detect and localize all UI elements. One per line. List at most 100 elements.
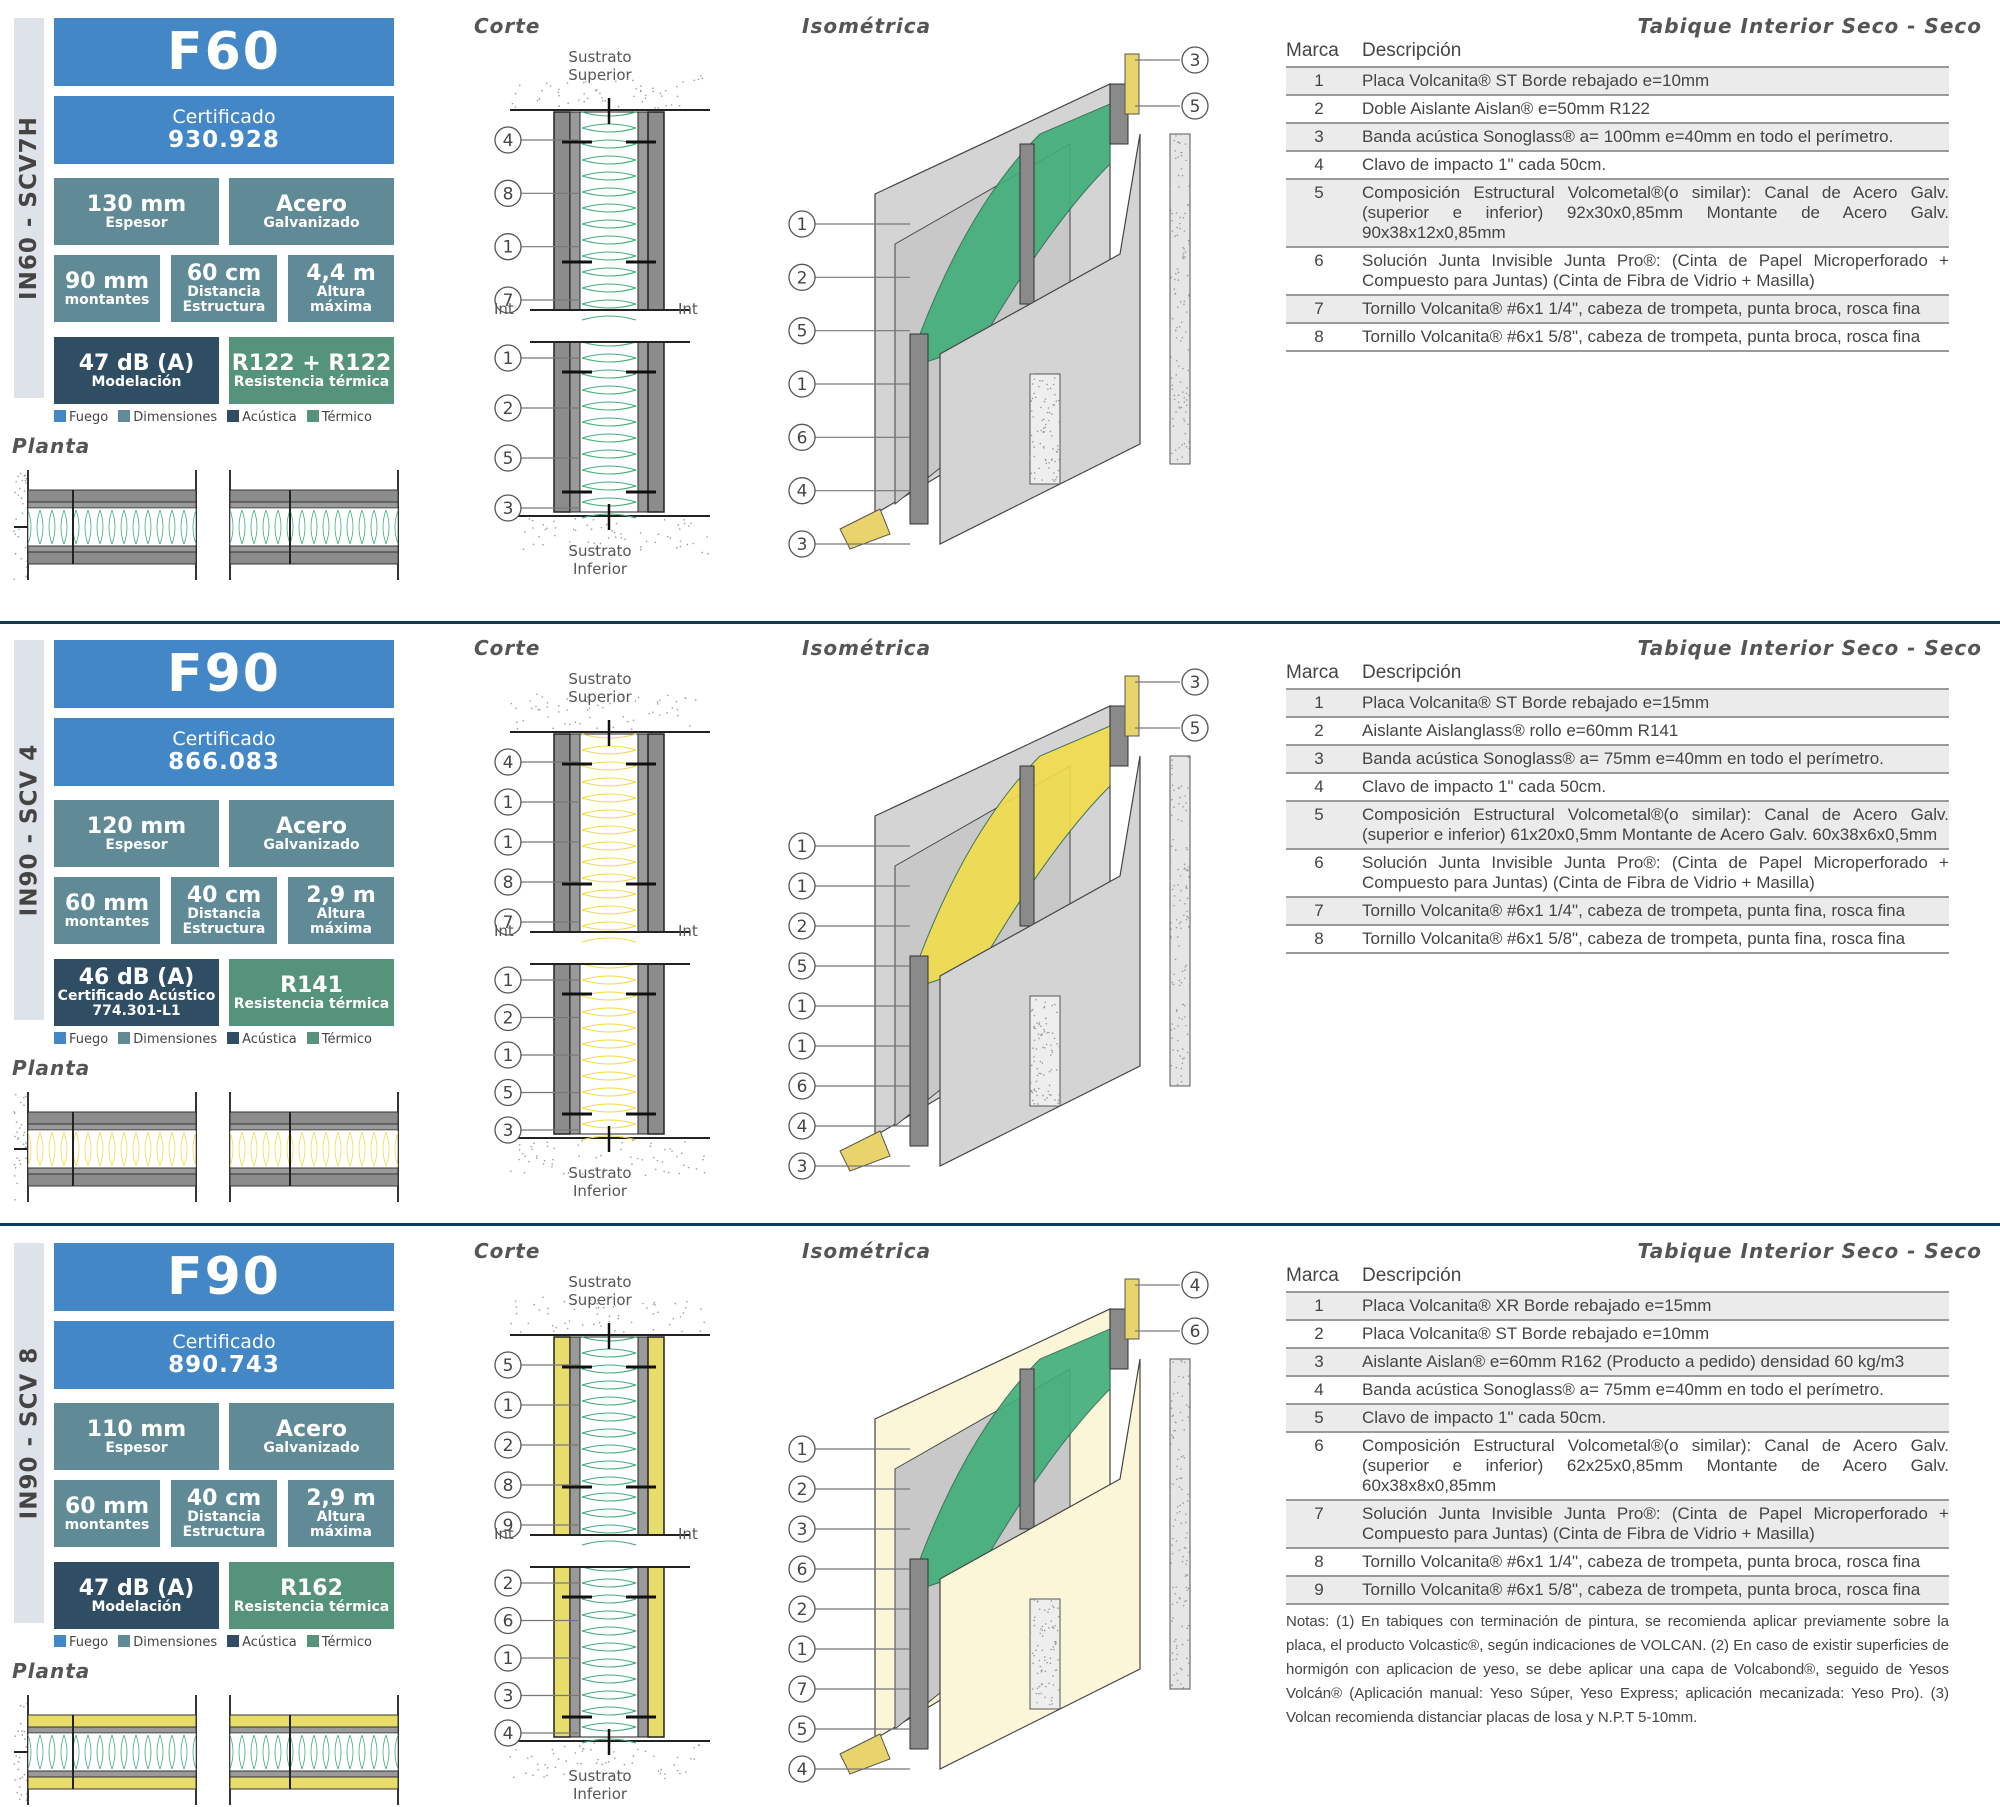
table-row: 4 Clavo de impacto 1" cada 50cm. (1286, 152, 1949, 180)
callout-marker: 4 (495, 1720, 521, 1746)
height-card: 2,9 m Altura máxima (288, 877, 394, 944)
height-value: 4,4 m (306, 262, 376, 285)
callout-marker: 7 (789, 1676, 815, 1702)
planta-title: Planta (12, 1659, 90, 1683)
row-marca: 1 (1286, 71, 1362, 91)
system-code-tab: IN90 - SCV 8 (14, 1243, 44, 1623)
thermal-label: Resistencia térmica (234, 997, 390, 1012)
row-description: Tornillo Volcanita® #6x1 5/8", cabeza de… (1362, 929, 1949, 949)
wall-type-title: Tabique Interior Seco - Seco (1638, 14, 1982, 38)
height-card: 2,9 m Altura máxima (288, 1480, 394, 1547)
table-row: 1 Placa Volcanita® ST Borde rebajado e=10… (1286, 68, 1949, 96)
callout-marker: 5 (1182, 93, 1208, 119)
callout-marker: 1 (495, 234, 521, 260)
spacing-card: 40 cm Distancia Estructura (171, 877, 277, 944)
wall-type-title: Tabique Interior Seco - Seco (1638, 1239, 1982, 1263)
row-marca: 4 (1286, 155, 1362, 175)
spec-table: Marca Descripción 1 Placa Volcanita® XR B… (1286, 1265, 1949, 1605)
svg-text:6: 6 (797, 1077, 808, 1097)
system-code: IN90 - SCV 4 (16, 744, 42, 917)
col-descripcion: Descripción (1362, 662, 1461, 684)
system-code: IN90 - SCV 8 (16, 1347, 42, 1520)
callout-marker: 1 (495, 1645, 521, 1671)
certificate-number: 890.743 (168, 1353, 280, 1377)
category-legend: Fuego Dimensiones Acústica Térmico (54, 1635, 372, 1650)
callout-marker: 1 (495, 1392, 521, 1418)
height-label-2: máxima (310, 922, 372, 937)
studs-card: 90 mm montantes (54, 255, 160, 322)
spacing-label-1: Distancia (187, 907, 260, 922)
callout-marker: 5 (495, 1352, 521, 1378)
table-row: 7 Tornillo Volcanita® #6x1 1/4", cabeza d… (1286, 898, 1949, 926)
row-description: Clavo de impacto 1" cada 50cm. (1362, 1408, 1949, 1428)
row-marca: 7 (1286, 1504, 1362, 1544)
callout-marker: 1 (495, 967, 521, 993)
thermal-label: Resistencia térmica (234, 375, 390, 390)
category-legend: Fuego Dimensiones Acústica Térmico (54, 1032, 372, 1047)
svg-text:6: 6 (1190, 1322, 1201, 1342)
material-card: Acero Galvanizado (229, 178, 394, 245)
svg-text:1: 1 (797, 1037, 808, 1057)
table-row: 3 Aislante Aislan® e=60mm R162 (Producto … (1286, 1349, 1949, 1377)
certificate-card: Certificado 890.743 (54, 1321, 394, 1389)
legend-termico: Térmico (307, 410, 372, 425)
svg-text:1: 1 (503, 238, 514, 258)
spec-table: Marca Descripción 1 Placa Volcanita® ST B… (1286, 40, 1949, 352)
acoustic-card: 47 dB (A) Modelación (54, 1562, 219, 1629)
section-drawing: 4118712153 (470, 702, 730, 1182)
callout-marker: 3 (789, 1516, 815, 1542)
sustrato-inferior-label: Sustrato Inferior (560, 1164, 640, 1200)
height-card: 4,4 m Altura máxima (288, 255, 394, 322)
svg-text:2: 2 (797, 1480, 808, 1500)
svg-text:1: 1 (797, 837, 808, 857)
planta-title: Planta (12, 434, 90, 458)
row-description: Banda acústica Sonoglass® a= 100mm e=40m… (1362, 127, 1949, 147)
svg-text:1: 1 (797, 215, 808, 235)
panel-divider (0, 621, 2000, 624)
callout-marker: 8 (495, 180, 521, 206)
height-value: 2,9 m (306, 884, 376, 907)
spacing-label-2: Estructura (183, 1525, 266, 1540)
callout-marker: 2 (495, 1432, 521, 1458)
table-row: 7 Tornillo Volcanita® #6x1 1/4", cabeza d… (1286, 296, 1949, 324)
svg-text:2: 2 (503, 1436, 514, 1456)
legend-swatch-icon (54, 1032, 66, 1044)
callout-marker: 5 (789, 1716, 815, 1742)
legend-fuego: Fuego (54, 1032, 108, 1047)
callout-marker: 2 (789, 913, 815, 939)
svg-text:5: 5 (797, 1720, 808, 1740)
svg-text:1: 1 (503, 793, 514, 813)
fire-rating: F60 (167, 25, 281, 80)
callout-marker: 6 (789, 424, 815, 450)
table-row: 1 Placa Volcanita® ST Borde rebajado e=15… (1286, 690, 1949, 718)
svg-text:4: 4 (1190, 1276, 1201, 1296)
table-row: 5 Composición Estructural Volcometal®(o s… (1286, 802, 1949, 850)
spec-table-body: 1 Placa Volcanita® ST Borde rebajado e=10… (1286, 68, 1949, 352)
callout-marker: 5 (495, 1080, 521, 1106)
fire-rating-card: F90 (54, 640, 394, 708)
svg-text:3: 3 (503, 1687, 514, 1707)
svg-text:5: 5 (797, 957, 808, 977)
material-card: Acero Galvanizado (229, 1403, 394, 1470)
thickness-label: Espesor (105, 1441, 167, 1456)
callout-marker: 1 (789, 1436, 815, 1462)
thickness-card: 120 mm Espesor (54, 800, 219, 867)
isometric-drawing: 125164335 (780, 44, 1220, 564)
svg-text:4: 4 (503, 1724, 514, 1744)
table-row: 6 Solución Junta Invisible Junta Pro®: (C… (1286, 248, 1949, 296)
row-marca: 2 (1286, 99, 1362, 119)
callout-marker: 1 (789, 211, 815, 237)
svg-text:2: 2 (797, 268, 808, 288)
callout-marker: 2 (789, 1596, 815, 1622)
corte-title: Corte (474, 636, 540, 660)
col-marca: Marca (1286, 40, 1362, 62)
svg-text:3: 3 (797, 1520, 808, 1540)
acoustic-card: 47 dB (A) Modelación (54, 337, 219, 404)
row-description: Solución Junta Invisible Junta Pro®: (Ci… (1362, 853, 1949, 893)
callout-marker: 3 (789, 1153, 815, 1179)
spacing-label-1: Distancia (187, 1510, 260, 1525)
legend-swatch-icon (118, 1635, 130, 1647)
plan-view-drawing (14, 1695, 414, 1807)
spacing-card: 40 cm Distancia Estructura (171, 1480, 277, 1547)
callout-marker: 1 (789, 1033, 815, 1059)
